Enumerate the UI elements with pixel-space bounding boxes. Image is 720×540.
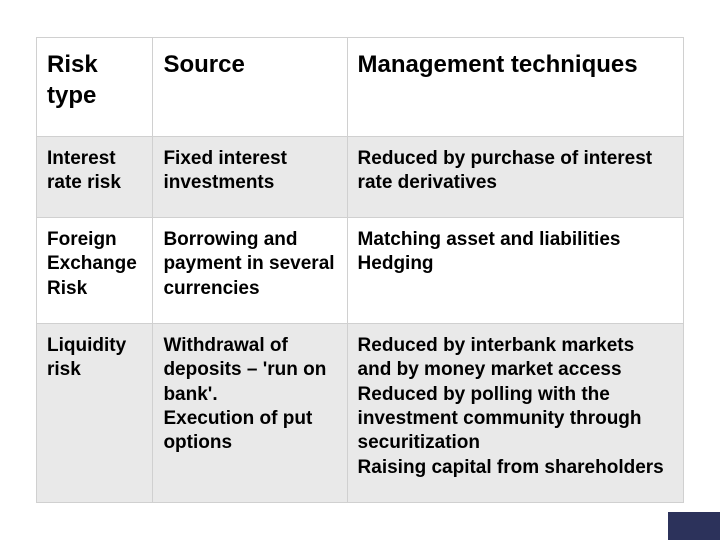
cell-risk-type: Foreign Exchange Risk	[37, 218, 153, 324]
col-header-risk-type: Risk type	[37, 38, 153, 136]
col-header-source: Source	[153, 38, 347, 136]
table-row: Liquidity risk Withdrawal of deposits – …	[37, 324, 684, 503]
table-row: Foreign Exchange Risk Borrowing and paym…	[37, 218, 684, 324]
cell-source: Fixed interest investments	[153, 136, 347, 218]
cell-management: Reduced by purchase of interest rate der…	[347, 136, 683, 218]
col-header-management: Management techniques	[347, 38, 683, 136]
table-row: Interest rate risk Fixed interest invest…	[37, 136, 684, 218]
corner-accent	[668, 512, 720, 540]
cell-source: Borrowing and payment in several currenc…	[153, 218, 347, 324]
cell-management: Reduced by interbank markets and by mone…	[347, 324, 683, 503]
cell-risk-type: Liquidity risk	[37, 324, 153, 503]
cell-source: Withdrawal of deposits – 'run on bank'. …	[153, 324, 347, 503]
cell-risk-type: Interest rate risk	[37, 136, 153, 218]
risk-table: Risk type Source Management techniques I…	[36, 37, 684, 503]
cell-management: Matching asset and liabilities Hedging	[347, 218, 683, 324]
table-header-row: Risk type Source Management techniques	[37, 38, 684, 136]
